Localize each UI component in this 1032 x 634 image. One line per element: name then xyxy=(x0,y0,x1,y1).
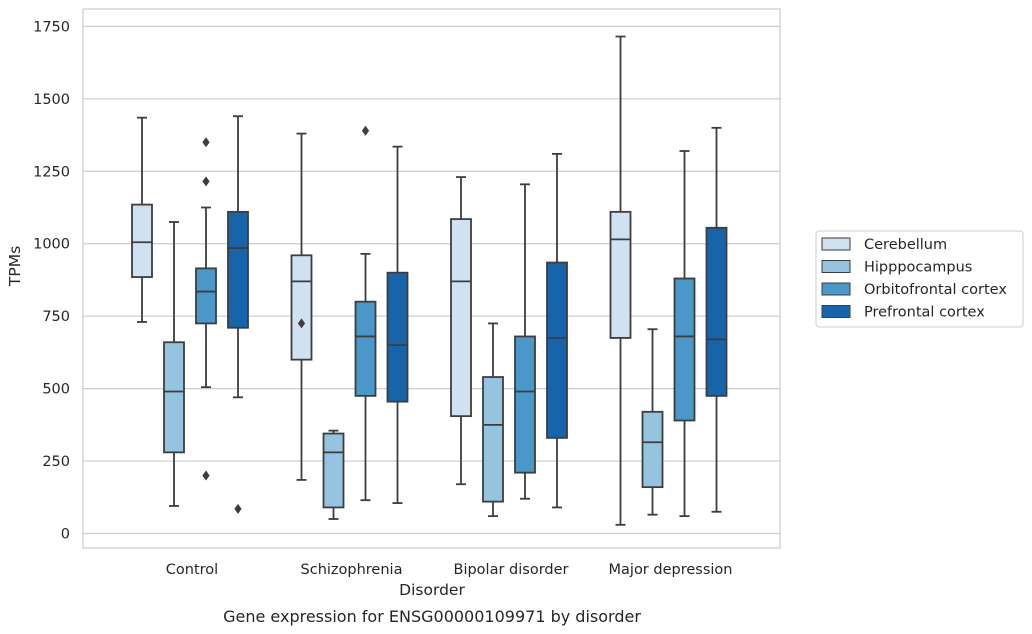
outlier-point xyxy=(202,137,210,148)
y-tick-label: 500 xyxy=(42,382,70,398)
legend-swatch xyxy=(821,237,851,251)
box-iqr xyxy=(450,218,472,418)
box-iqr xyxy=(227,210,249,329)
x-tick-label: Control xyxy=(166,562,218,578)
box-iqr xyxy=(609,210,632,339)
y-tick-label: 0 xyxy=(61,527,70,543)
box-groups xyxy=(131,35,728,526)
chart-caption: Gene expression for ENSG00000109971 by d… xyxy=(223,607,641,626)
outlier-point xyxy=(297,318,306,329)
box-iqr xyxy=(514,335,536,474)
outlier-point xyxy=(234,503,242,514)
box-prefrontal-cortex xyxy=(546,152,568,509)
box-iqr xyxy=(482,376,504,503)
y-tick-label: 1500 xyxy=(33,92,70,108)
box-iqr xyxy=(673,277,696,422)
x-tick-label: Schizophrenia xyxy=(301,562,403,578)
legend-swatch xyxy=(821,260,851,273)
box-prefrontal-cortex xyxy=(705,126,728,513)
legend-frame xyxy=(815,230,1024,328)
outlier-point xyxy=(361,125,370,136)
legend-swatch xyxy=(821,282,851,296)
x-tick-label: Major depression xyxy=(609,562,733,578)
x-tick-labels: Control Schizophrenia Bipolar disorder Majo… xyxy=(166,562,733,578)
box-orbitofrontal-cortex xyxy=(195,137,217,481)
box-iqr xyxy=(195,267,217,325)
box-prefrontal-cortex xyxy=(386,145,409,504)
box-cerebellum xyxy=(131,116,153,323)
box-orbitofrontal-cortex xyxy=(673,150,696,518)
box-prefrontal-cortex xyxy=(227,115,249,514)
y-tick-label: 1750 xyxy=(33,19,70,35)
box-iqr xyxy=(354,300,377,397)
y-tick-label: 1250 xyxy=(33,164,70,180)
box-iqr xyxy=(546,261,568,439)
box-iqr xyxy=(386,271,409,403)
x-tick-label: Bipolar disorder xyxy=(454,562,569,578)
y-axis-label: TPMs xyxy=(6,246,24,287)
y-tick-label: 250 xyxy=(42,454,70,470)
box-hipppocampus xyxy=(482,322,504,518)
box-iqr xyxy=(290,254,313,361)
box-iqr xyxy=(163,341,185,454)
plot-area-frame xyxy=(82,8,781,549)
box-iqr xyxy=(641,410,664,489)
outlier-point xyxy=(202,176,210,187)
x-axis-label: Disorder xyxy=(399,581,465,599)
y-tick-label: 750 xyxy=(42,309,70,325)
box-orbitofrontal-cortex xyxy=(354,125,377,502)
box-cerebellum xyxy=(290,132,313,481)
box-cerebellum xyxy=(450,176,472,486)
box-hipppocampus xyxy=(322,429,345,520)
outlier-point xyxy=(202,470,210,481)
legend: Cerebellum Hipppocampus Orbitofrontal cort… xyxy=(815,230,1024,328)
box-cerebellum xyxy=(609,35,632,526)
box-iqr xyxy=(705,226,728,397)
box-iqr xyxy=(131,203,153,278)
legend-label: Orbitofrontal cortex xyxy=(864,282,1007,298)
legend-label: Prefrontal cortex xyxy=(864,305,985,321)
legend-swatch xyxy=(821,305,851,318)
box-orbitofrontal-cortex xyxy=(514,183,536,500)
box-hipppocampus xyxy=(641,328,664,516)
y-tick-label: 1000 xyxy=(33,237,70,253)
y-tick-labels: 0 250 500 750 1000 1250 1500 1750 xyxy=(33,19,70,542)
legend-label: Hipppocampus xyxy=(864,260,972,276)
legend-label: Cerebellum xyxy=(864,237,947,253)
box-iqr xyxy=(322,432,345,509)
box-hipppocampus xyxy=(163,221,185,507)
